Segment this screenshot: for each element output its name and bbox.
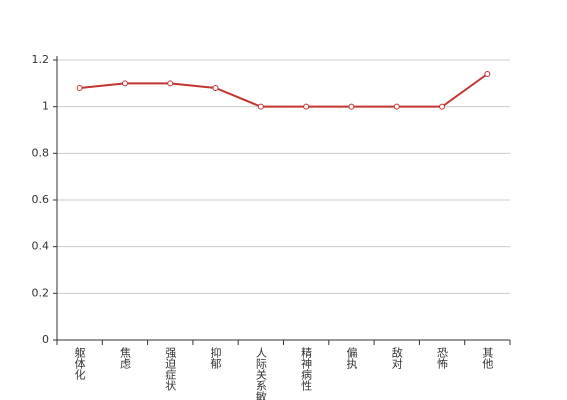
point — [348, 103, 355, 110]
y-tick-label: 0 — [42, 333, 49, 346]
x-tick-label: 强迫症状 — [164, 347, 177, 391]
point — [76, 85, 83, 91]
point — [212, 85, 219, 91]
x-tick-label: 抑郁 — [209, 346, 222, 369]
point — [167, 80, 174, 87]
y-tick-label: 0.2 — [32, 286, 50, 299]
x-tick-label: 焦虑 — [118, 347, 131, 369]
point — [484, 71, 491, 77]
x-tick-label: 偏执 — [345, 346, 358, 370]
x-tick-label: 其他 — [481, 347, 494, 369]
x-tick-label: 精神病性 — [300, 347, 313, 392]
point — [303, 103, 310, 110]
y-tick-label: 0.6 — [32, 193, 50, 206]
y-tick-label: 0.8 — [32, 146, 50, 159]
point — [121, 80, 128, 87]
x-tick-label: 躯体化 — [73, 347, 86, 381]
point — [439, 103, 446, 110]
x-tick-label: 恐怖 — [436, 347, 449, 369]
point — [393, 103, 400, 110]
point — [257, 103, 264, 110]
y-tick-label: 0.4 — [32, 240, 50, 253]
x-tick-label: 人际关系敏感 — [254, 347, 267, 400]
x-tick-label: 敌对 — [390, 346, 403, 369]
y-tick-label: 1 — [42, 100, 49, 113]
y-tick-label: 1.2 — [32, 53, 50, 66]
line — [79, 73, 488, 108]
